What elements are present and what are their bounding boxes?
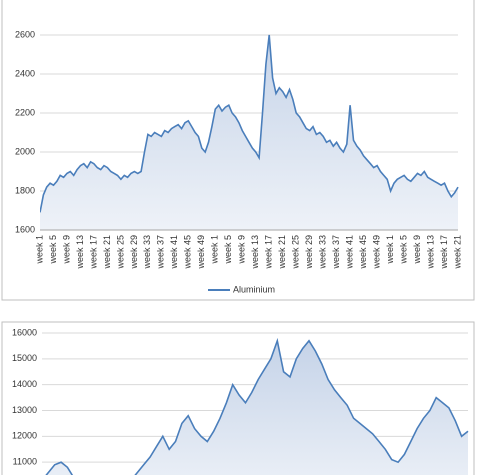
y-tick-label: 1800 [15,185,35,195]
x-tick-label: week 37 [156,235,166,270]
y-tick-label: 11000 [13,457,37,467]
y-tick-label: 2400 [15,68,35,78]
x-tick-label: week 9 [412,235,422,265]
x-tick-label: week 21 [452,235,462,270]
y-tick-label: 1600 [15,224,35,234]
x-tick-label: week 29 [304,235,314,270]
area [46,340,468,475]
x-tick-label: week 49 [371,235,381,270]
x-tick-label: week 45 [358,235,368,270]
y-tick-label: 2200 [15,107,35,117]
x-tick-label: week 37 [331,235,341,270]
y-tick-label: 16000 [12,327,37,337]
x-tick-label: week 9 [237,235,247,265]
line [40,34,459,213]
legend-label: Aluminium [233,284,275,294]
x-tick-label: week 5 [223,235,233,265]
x-tick-label: week 1 [210,235,220,265]
x-tick-label: week 17 [88,235,98,270]
x-tick-label: week 29 [129,235,139,270]
x-tick-label: week 1 [385,235,395,265]
x-tick-label: week 5 [48,235,58,265]
x-tick-label: week 21 [277,235,287,270]
series [45,337,469,475]
x-tick-label: week 45 [183,235,193,270]
y-tick-label: 12000 [12,431,37,441]
x-tick-label: week 49 [196,235,206,270]
x-tick-label: week 25 [291,235,301,270]
x-tick-label: week 5 [398,235,408,265]
x-tick-label: week 9 [61,235,71,265]
x-tick-label: week 21 [102,235,112,270]
x-tick-label: week 25 [115,235,125,270]
x-tick-label: week 17 [264,235,274,270]
x-tick-label: week 17 [439,235,449,270]
y-tick-label: 2000 [15,146,35,156]
y-tick-label: 13000 [12,405,37,415]
x-tick-label: week 13 [250,235,260,270]
y-tick-label: 2600 [15,29,35,39]
y-tick-label: 14000 [12,379,37,389]
y-tick-label: 15000 [12,353,37,363]
x-tick-label: week 33 [318,235,328,270]
x-tick-label: week 1 [34,235,44,265]
area [40,35,458,230]
x-tick-label: week 13 [75,235,85,270]
x-tick-label: week 13 [425,235,435,270]
x-tick-label: week 33 [142,235,152,270]
line [45,337,469,475]
x-tick-label: week 41 [169,235,179,270]
series [40,34,459,230]
x-tick-label: week 41 [345,235,355,270]
